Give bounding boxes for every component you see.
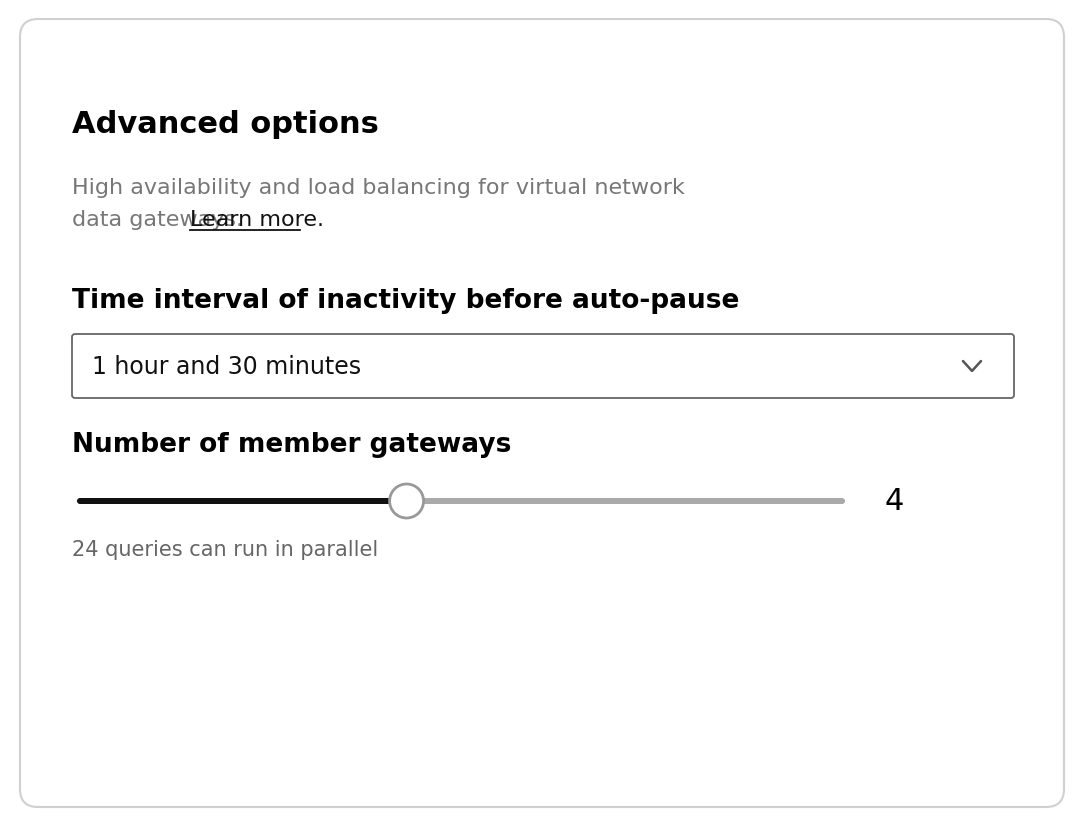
Text: Number of member gateways: Number of member gateways [72, 432, 512, 457]
Text: data gateways.: data gateways. [72, 210, 250, 230]
Text: Learn more.: Learn more. [190, 210, 324, 230]
Text: Time interval of inactivity before auto-pause: Time interval of inactivity before auto-… [72, 288, 739, 313]
Text: 4: 4 [885, 487, 904, 516]
Circle shape [77, 499, 83, 504]
FancyBboxPatch shape [20, 20, 1064, 807]
Circle shape [839, 499, 846, 504]
Bar [406, 499, 842, 504]
Bar [80, 499, 406, 504]
Circle shape [389, 485, 424, 519]
Text: 1 hour and 30 minutes: 1 hour and 30 minutes [92, 355, 361, 379]
Text: 24 queries can run in parallel: 24 queries can run in parallel [72, 539, 378, 559]
Text: Advanced options: Advanced options [72, 110, 379, 139]
FancyBboxPatch shape [72, 335, 1014, 399]
Text: High availability and load balancing for virtual network: High availability and load balancing for… [72, 178, 685, 198]
